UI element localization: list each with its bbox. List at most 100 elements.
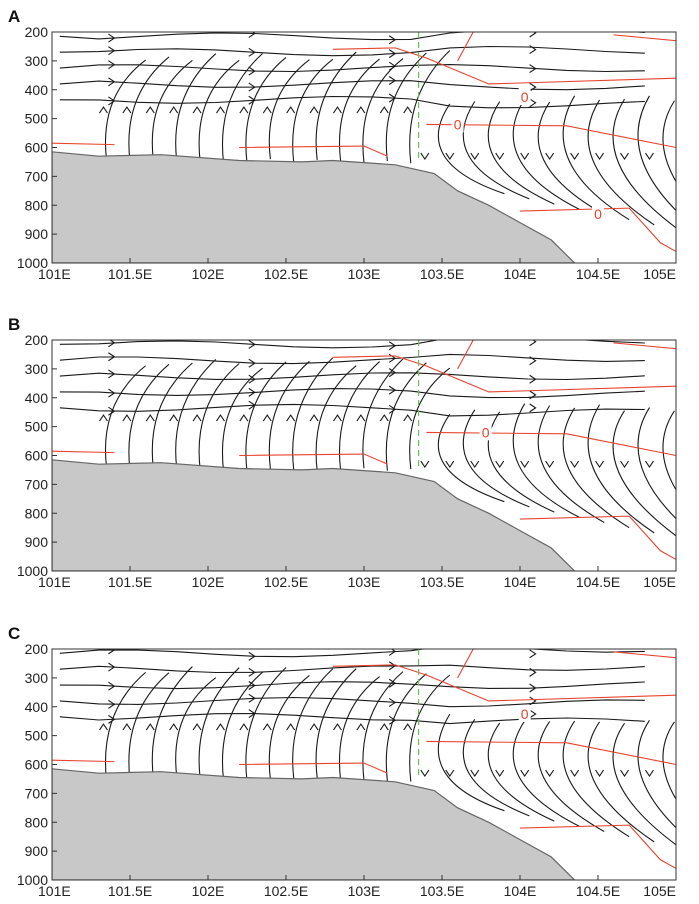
panel-letter: A — [8, 7, 20, 26]
panel-letter: C — [8, 624, 20, 643]
contour-label-bg — [518, 87, 531, 105]
contour-label: 0 — [521, 706, 529, 722]
y-tick-label: 200 — [25, 332, 49, 348]
streamline — [362, 671, 404, 781]
streamline — [315, 51, 357, 161]
x-tick-label: 104E — [504, 266, 537, 282]
x-tick-label: 102.5E — [264, 574, 308, 590]
streamline-arrow — [108, 369, 116, 379]
streamline — [128, 56, 170, 162]
streamline — [175, 677, 217, 778]
streamline-arrow — [356, 723, 366, 731]
y-tick-label: 200 — [25, 24, 49, 40]
streamline-arrow — [388, 49, 397, 59]
streamline-arrow — [192, 414, 202, 422]
x-tick-label: 103.5E — [420, 574, 464, 590]
y-tick-label: 500 — [25, 728, 49, 744]
y-tick-label: 1000 — [17, 255, 48, 271]
streamline — [59, 681, 645, 690]
streamline-arrow — [248, 340, 256, 349]
streamlines — [59, 32, 676, 229]
streamline-arrow — [379, 106, 389, 114]
contour-line — [426, 123, 676, 149]
streamline-arrow — [529, 82, 537, 92]
x-tick-label: 103E — [348, 883, 381, 899]
streamline — [487, 101, 555, 205]
streamline — [128, 363, 170, 471]
contour-line — [426, 431, 676, 457]
y-tick-label: 800 — [25, 197, 49, 213]
streamline — [462, 409, 530, 508]
streamline — [59, 80, 645, 91]
streamline-arrow — [520, 152, 530, 161]
x-tick-label: 101E — [38, 266, 71, 282]
streamline-arrow — [248, 66, 256, 76]
streamline-arrow — [99, 414, 108, 422]
streamline-arrow — [248, 681, 256, 690]
streamline-arrow — [108, 46, 116, 56]
x-tick-label: 105E — [643, 574, 676, 590]
streamline-arrow — [470, 152, 480, 161]
streamline-arrow — [333, 414, 342, 422]
streamline — [221, 671, 263, 781]
streamline — [662, 410, 676, 491]
streamline-arrow — [495, 460, 505, 469]
streamline-arrow — [470, 460, 480, 469]
streamline — [437, 414, 505, 503]
streamline-arrow — [388, 649, 397, 656]
streamline — [512, 403, 580, 518]
streamline-arrow — [495, 152, 505, 161]
y-tick-label: 400 — [25, 82, 49, 98]
x-tick-label: 102.5E — [264, 266, 308, 282]
streamline — [59, 372, 645, 381]
streamline-arrow — [645, 769, 654, 778]
streamline-arrow — [570, 460, 580, 469]
streamline — [537, 721, 605, 832]
streamline-arrow — [403, 723, 413, 731]
contour-line — [332, 664, 676, 702]
streamline — [59, 403, 645, 417]
streamline-arrow — [445, 152, 455, 161]
streamline — [59, 95, 645, 109]
streamline — [587, 721, 655, 843]
streamline-arrow — [239, 106, 249, 114]
streamline-arrow — [529, 390, 537, 400]
streamline-arrow — [645, 152, 654, 161]
streamline — [437, 713, 505, 812]
streamline — [59, 32, 645, 41]
streamline-arrow — [108, 699, 116, 709]
contour-line — [52, 142, 388, 157]
streamline-arrow — [529, 340, 537, 347]
streamline-arrow — [248, 82, 256, 92]
streamline — [338, 361, 380, 471]
streamline — [537, 101, 605, 215]
streamline-arrow — [145, 106, 155, 114]
streamline-arrow — [169, 723, 179, 731]
contour-line — [519, 824, 676, 869]
contour-label: 0 — [454, 116, 462, 132]
streamline-arrow — [248, 693, 256, 703]
streamline — [612, 98, 676, 229]
streamline-arrow — [309, 106, 319, 114]
contour-line — [426, 740, 676, 766]
streamline-arrow — [529, 403, 537, 413]
contour-line — [457, 32, 676, 62]
streamline-arrow — [99, 106, 108, 114]
streamline-arrow — [403, 106, 413, 114]
streamline-arrow — [108, 77, 116, 87]
streamline-arrow — [216, 106, 225, 114]
x-tick-label: 104.5E — [576, 266, 620, 282]
streamline-arrow — [529, 98, 537, 108]
streamline-arrow — [309, 723, 319, 731]
streamline-arrow — [286, 723, 296, 731]
streamline-arrow — [388, 368, 397, 378]
y-tick-label: 500 — [25, 111, 49, 127]
streamline — [59, 664, 645, 674]
streamline-arrow — [470, 769, 480, 778]
streamline — [175, 358, 217, 469]
streamline-arrow — [545, 769, 555, 778]
contour-line — [519, 515, 676, 560]
x-tick-label: 103.5E — [420, 266, 464, 282]
streamline — [128, 672, 170, 781]
